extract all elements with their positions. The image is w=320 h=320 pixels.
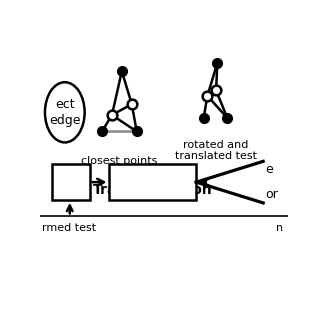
Text: n: n (276, 223, 283, 234)
Text: Best
Transformation: Best Transformation (93, 167, 213, 197)
Text: closest points: closest points (81, 156, 157, 166)
FancyBboxPatch shape (109, 164, 196, 200)
Text: ect: ect (55, 98, 75, 111)
FancyBboxPatch shape (52, 164, 90, 200)
Text: e: e (266, 163, 273, 176)
Text: or: or (266, 188, 278, 201)
Text: Points: Points (50, 175, 92, 189)
Text: edge: edge (49, 114, 81, 127)
Text: rotated and
translated test: rotated and translated test (175, 140, 257, 161)
Text: rmed test: rmed test (43, 223, 97, 234)
